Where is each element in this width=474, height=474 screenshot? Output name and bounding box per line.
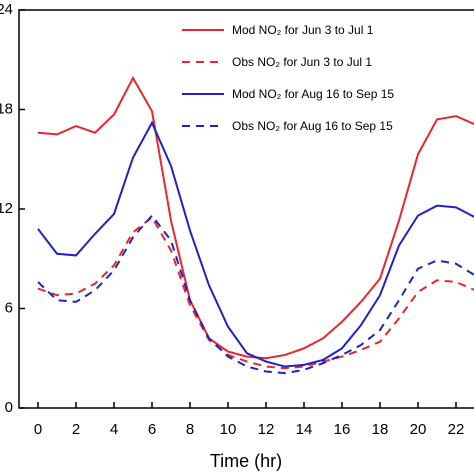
x-tick-label: 10 bbox=[220, 421, 237, 438]
x-tick-label: 22 bbox=[448, 421, 465, 438]
data-line bbox=[37, 120, 474, 368]
plot-frame bbox=[18, 9, 474, 409]
x-tick-label: 18 bbox=[372, 421, 389, 438]
y-tick-label: 12 bbox=[0, 200, 13, 217]
x-tick-label: 12 bbox=[258, 421, 275, 438]
y-tick-label: 24 bbox=[0, 1, 13, 18]
x-tick-label: 8 bbox=[186, 421, 194, 438]
x-tick-label: 20 bbox=[410, 421, 427, 438]
data-line bbox=[37, 214, 474, 375]
x-tick-label: 6 bbox=[148, 421, 156, 438]
y-tick-label: 0 bbox=[5, 399, 13, 416]
data-line bbox=[37, 215, 474, 370]
x-tick-label: 16 bbox=[334, 421, 351, 438]
x-axis-label: Time (hr) bbox=[210, 451, 282, 471]
legend-label: Mod NO₂ for Jun 3 to Jul 1 bbox=[232, 23, 374, 37]
legend-label: Obs NO₂ for Aug 16 to Sep 15 bbox=[232, 119, 393, 133]
x-tick-label: 2 bbox=[72, 421, 80, 438]
x-tick-label: 0 bbox=[34, 421, 42, 438]
x-tick-label: 4 bbox=[110, 421, 118, 438]
y-tick-label: 6 bbox=[5, 299, 13, 316]
legend-label: Obs NO₂ for Jun 3 to Jul 1 bbox=[232, 55, 372, 69]
y-tick-label: 18 bbox=[0, 100, 13, 117]
x-tick-label: 14 bbox=[296, 421, 313, 438]
legend-label: Mod NO₂ for Aug 16 to Sep 15 bbox=[232, 87, 394, 101]
